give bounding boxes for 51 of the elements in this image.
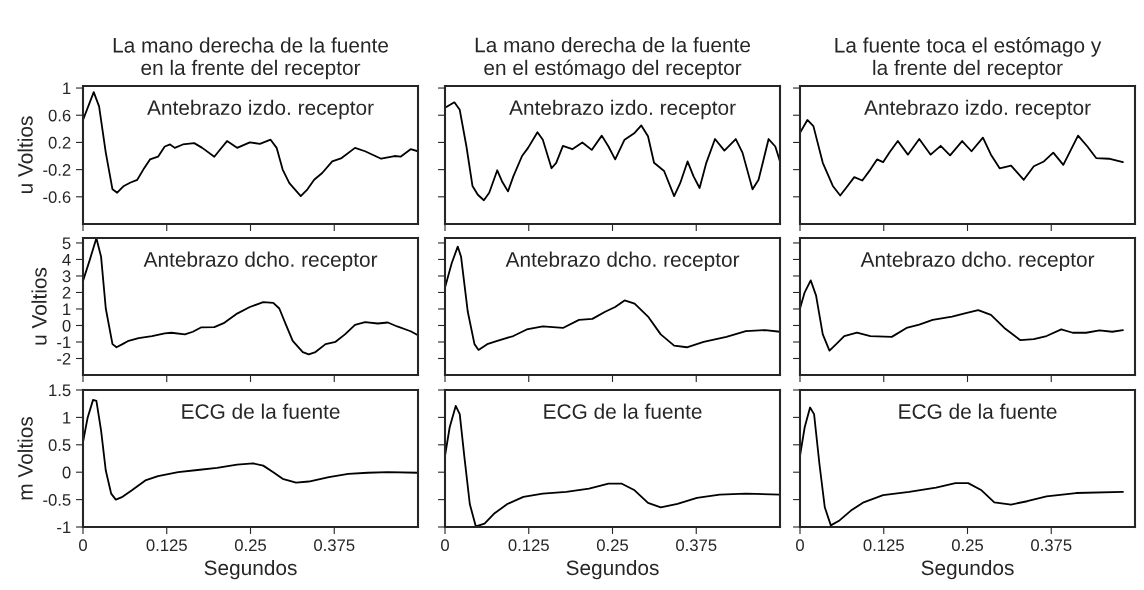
x-axis-title: Segundos xyxy=(204,559,297,580)
x-tick-label: 0 xyxy=(79,539,87,552)
x-tick-label: 0.25 xyxy=(596,539,629,552)
y-tick-label: -1 xyxy=(57,521,71,534)
x-tick-label: 0.125 xyxy=(863,539,904,552)
line-series xyxy=(83,91,418,198)
x-axis-title: Segundos xyxy=(566,559,659,580)
y-tick-label: 0.6 xyxy=(48,109,71,122)
y-tick-label: -1 xyxy=(57,336,71,349)
chart-title: La mano derecha de la fuente en el estómago del receptor xyxy=(475,37,750,80)
y-axis-title: u Voltios xyxy=(17,116,33,194)
y-tick-label: 3 xyxy=(62,270,71,283)
x-tick-label: 0.125 xyxy=(508,539,549,552)
x-tick-label: 0.375 xyxy=(1031,539,1072,552)
annotation: Antebrazo izdo. receptor xyxy=(509,99,736,120)
annotation: Antebrazo dcho. receptor xyxy=(505,251,740,271)
chart-title: La mano derecha de la fuente en la frente del receptor xyxy=(113,37,388,80)
y-tick-label: 0 xyxy=(62,466,71,479)
y-tick-label: -2 xyxy=(57,352,71,365)
line-series xyxy=(83,398,418,501)
y-tick-label: 4 xyxy=(62,254,71,266)
x-tick-label: 0.375 xyxy=(676,539,717,552)
y-tick-label: -0.5 xyxy=(43,494,71,506)
y-tick-label: -0.2 xyxy=(43,164,71,176)
y-tick-label: 1 xyxy=(63,82,71,95)
y-tick-label: -0.6 xyxy=(43,191,71,204)
y-tick-label: 1 xyxy=(63,411,71,424)
annotation: Antebrazo izdo. receptor xyxy=(864,99,1091,120)
chart-title: La fuente toca el estómago y la frente del receptor xyxy=(835,37,1102,80)
y-tick-label: 1 xyxy=(63,303,71,316)
annotation: Antebrazo dcho. receptor xyxy=(860,251,1095,271)
y-tick-label: 0.2 xyxy=(48,136,71,149)
x-tick-label: 0.25 xyxy=(234,539,267,552)
annotation: ECG de la fuente xyxy=(899,403,1057,419)
annotation: Antebrazo dcho. receptor xyxy=(143,251,378,271)
x-tick-label: 0.25 xyxy=(951,539,984,552)
x-axis-title: Segundos xyxy=(921,559,1014,580)
y-tick-label: 5 xyxy=(62,237,71,250)
y-tick-label: 0 xyxy=(62,319,71,332)
y-tick-label: 2 xyxy=(62,286,71,299)
y-tick-label: 0.5 xyxy=(48,439,71,451)
y-tick-label: 1.5 xyxy=(49,384,71,397)
annotation: Antebrazo izdo. receptor xyxy=(147,99,374,120)
x-tick-label: 0.375 xyxy=(314,539,355,552)
y-axis-title: m Voltios xyxy=(17,416,33,500)
annotation: ECG de la fuente xyxy=(182,403,340,419)
y-axis-title: u Voltios xyxy=(31,267,47,345)
x-tick-label: 0.125 xyxy=(146,539,187,552)
x-tick-label: 0 xyxy=(441,539,449,552)
annotation: ECG de la fuente xyxy=(544,403,702,419)
x-tick-label: 0 xyxy=(796,539,804,552)
